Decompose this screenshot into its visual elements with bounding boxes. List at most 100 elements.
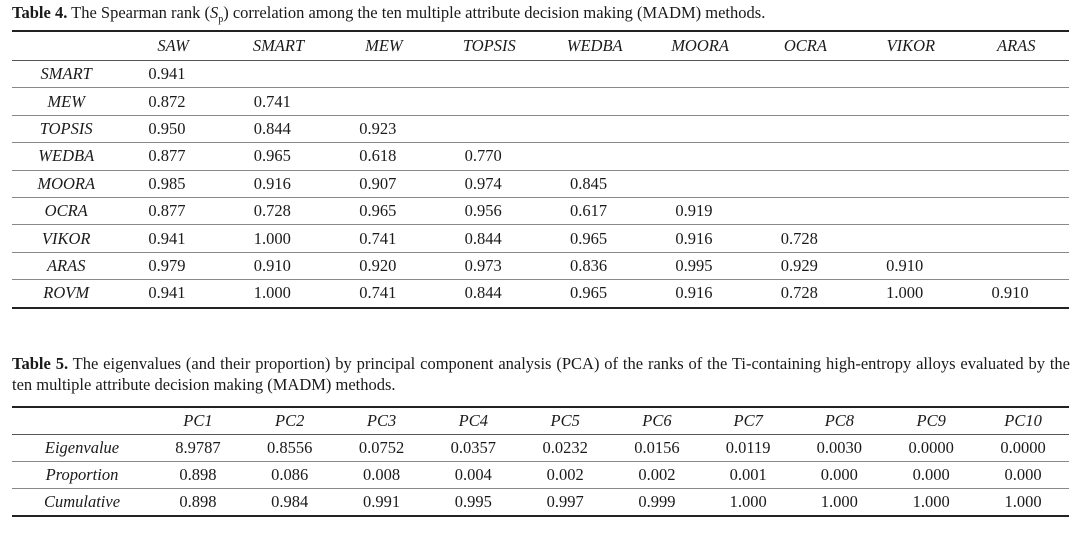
table5-cell: 0.002 (611, 461, 703, 489)
table4-cell: 0.844 (225, 115, 332, 144)
table4-cell: 0.910 (991, 283, 1029, 303)
table4-cell (858, 60, 964, 89)
table5-cell: 0.008 (335, 461, 428, 489)
table4-cell: 0.617 (541, 197, 648, 226)
table5-column-header: PC4 (427, 407, 520, 435)
table5-cell: 0.0156 (611, 434, 703, 462)
table5-row-header: Cumulative (43, 492, 121, 511)
table4-cell: 0.941 (120, 224, 226, 253)
table4-cell (752, 87, 859, 116)
table5-column-header: PC1 (152, 407, 244, 435)
table5-column-header: PC2 (243, 407, 336, 435)
table4-cell: 0.910 (858, 252, 964, 281)
table4-cell (858, 224, 964, 253)
table4-cell: 0.995 (647, 252, 753, 281)
table5-column-header: PC3 (335, 407, 428, 435)
table4-cell (647, 115, 753, 144)
table4-cell: 0.965 (225, 142, 332, 171)
table4-row-header: VIKOR (12, 224, 121, 253)
table4-cell (541, 142, 648, 171)
table4-cell: 0.916 (647, 224, 753, 253)
table4-cell: 0.741 (225, 87, 332, 116)
table4-caption-subscript: p (218, 14, 224, 25)
table5-label: Table 5. (12, 354, 69, 373)
table4-cell (752, 170, 859, 198)
table4-cell: 0.728 (225, 197, 332, 226)
table5-cell: 0.898 (152, 461, 244, 489)
table5-cell: 0.0232 (519, 434, 612, 462)
table4-cell: 0.950 (120, 115, 226, 144)
table4-cell: 0.965 (541, 224, 648, 253)
table4-row-header: MOORA (12, 170, 121, 198)
table5-cell: 0.001 (702, 461, 794, 489)
table5-cell: 1.000 (1004, 492, 1042, 511)
table4-cell: 0.973 (436, 252, 542, 281)
table5-cell: 1.000 (729, 492, 767, 511)
table4-cell: 0.741 (331, 224, 437, 253)
table5-cell: 0.0752 (335, 434, 428, 462)
table4-cell (647, 60, 753, 89)
table5-cell: 0.997 (546, 492, 584, 511)
table5-cell: 0.0357 (427, 434, 520, 462)
table5-cell: 1.000 (820, 492, 858, 511)
table4-row: TOPSIS 0.950 0.844 0.923 (12, 115, 1069, 144)
table4-cell (541, 60, 648, 89)
table4-cell (647, 170, 753, 198)
table4-caption-post: ) correlation among the ten multiple att… (223, 3, 766, 22)
table4-cell (647, 87, 753, 116)
table4-cell (541, 115, 648, 144)
table4-cell: 0.965 (569, 283, 608, 303)
table5-cell: 0.991 (362, 492, 401, 511)
table4-cell: 0.836 (541, 252, 648, 281)
table4-body: SMART 0.941 MEW 0.872 0.741 TOPSIS 0.950 0.844 0… (12, 60, 1069, 308)
table4-row-header: SMART (12, 60, 121, 89)
table4-cell (858, 87, 964, 116)
table4-row-header: ROVM (43, 283, 90, 303)
table4-cell: 0.910 (225, 252, 332, 281)
table4-caption: Table 4. The Spearman rank (Sp) correlat… (12, 2, 1072, 30)
table5-cell: 0.999 (638, 492, 676, 511)
table4-cell: 0.920 (331, 252, 437, 281)
table4-row-header: WEDBA (12, 142, 121, 171)
table4-cell: 0.877 (120, 142, 226, 171)
table4-cell: 0.728 (752, 224, 859, 253)
table4-row-header: MEW (12, 87, 121, 116)
table5-row: Cumulative 0.898 0.984 0.991 0.995 0.997 0.999… (12, 489, 1069, 517)
table5-caption: Table 5. The eigenvalues (and their prop… (12, 353, 1070, 395)
table5-cell: 0.995 (454, 492, 492, 511)
table4-cell (436, 115, 542, 144)
table5-header-row: PC1 PC2 PC3 PC4 PC5 PC6 PC7 PC8 PC9 PC10 (12, 407, 1069, 435)
table4-cell (858, 142, 964, 171)
table5-column-header: PC6 (611, 407, 703, 435)
table4-cell (225, 60, 332, 89)
table4-cell (963, 87, 1069, 116)
table4-cell: 0.923 (331, 115, 437, 144)
table4-row: OCRA 0.877 0.728 0.965 0.956 0.617 0.919 (12, 197, 1069, 226)
table5-corner-cell (12, 407, 152, 435)
table5-cell: 0.8556 (243, 434, 336, 462)
table4-cell (436, 60, 542, 89)
table4-cell (752, 142, 859, 171)
table4-cell (647, 142, 753, 171)
table4-cell: 1.000 (886, 283, 924, 303)
table4-row: ARAS 0.979 0.910 0.920 0.973 0.836 0.995 0.929 0… (12, 252, 1069, 281)
table5-cell: 0.0119 (702, 434, 794, 462)
table4-cell: 1.000 (253, 283, 291, 303)
table4-column-header: MEW (331, 31, 437, 61)
table4: SAW SMART MEW TOPSIS WEDBA MOORA OCRA VIKOR ARAS… (12, 30, 1069, 309)
table5-row-header: Proportion (12, 461, 152, 489)
table5-column-header: PC5 (519, 407, 612, 435)
table4-cell (858, 197, 964, 226)
table4-row: SMART 0.941 (12, 60, 1069, 89)
table5-cell: 0.004 (427, 461, 520, 489)
table4-row: ROVM 0.941 1.000 0.741 0.844 0.965 0.916 0.728 1… (12, 280, 1069, 308)
table4-row-header: OCRA (12, 197, 121, 226)
table4-cell: 0.941 (148, 283, 186, 303)
table4-cell (752, 115, 859, 144)
table4-cell (752, 197, 859, 226)
table4-cell: 0.956 (436, 197, 542, 226)
table4-cell: 0.728 (780, 283, 818, 303)
table5-row: Proportion 0.898 0.086 0.008 0.004 0.002 0.002… (12, 461, 1069, 489)
table4-cell (858, 170, 964, 198)
table4-cell: 1.000 (225, 224, 332, 253)
